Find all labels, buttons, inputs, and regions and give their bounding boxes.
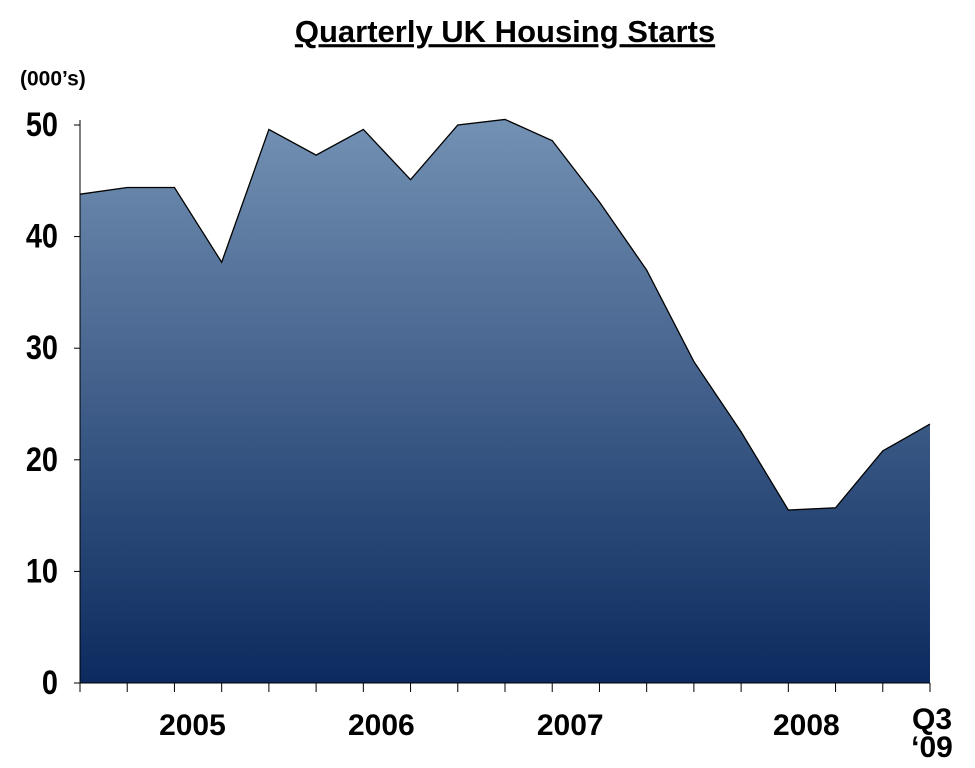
x-tick-label: Q3 ‘09 [911, 703, 953, 764]
y-tick-label: 0 [42, 663, 58, 702]
x-tick-label: 2007 [536, 709, 604, 742]
y-tick-label: 40 [26, 216, 58, 255]
y-tick-label: 30 [26, 328, 58, 367]
area-line [79, 118, 931, 511]
x-tick-label: 2008 [772, 709, 840, 742]
chart-title: Quarterly UK Housing Starts [295, 14, 715, 49]
y-tick-label: 20 [26, 440, 58, 479]
x-tick-label: 2006 [347, 709, 415, 742]
x-tick-label: 2005 [159, 709, 226, 742]
y-tick-label: 10 [26, 551, 58, 590]
y-axis-label: (000’s) [20, 68, 86, 91]
y-tick-label: 50 [26, 105, 58, 144]
area [80, 119, 930, 684]
